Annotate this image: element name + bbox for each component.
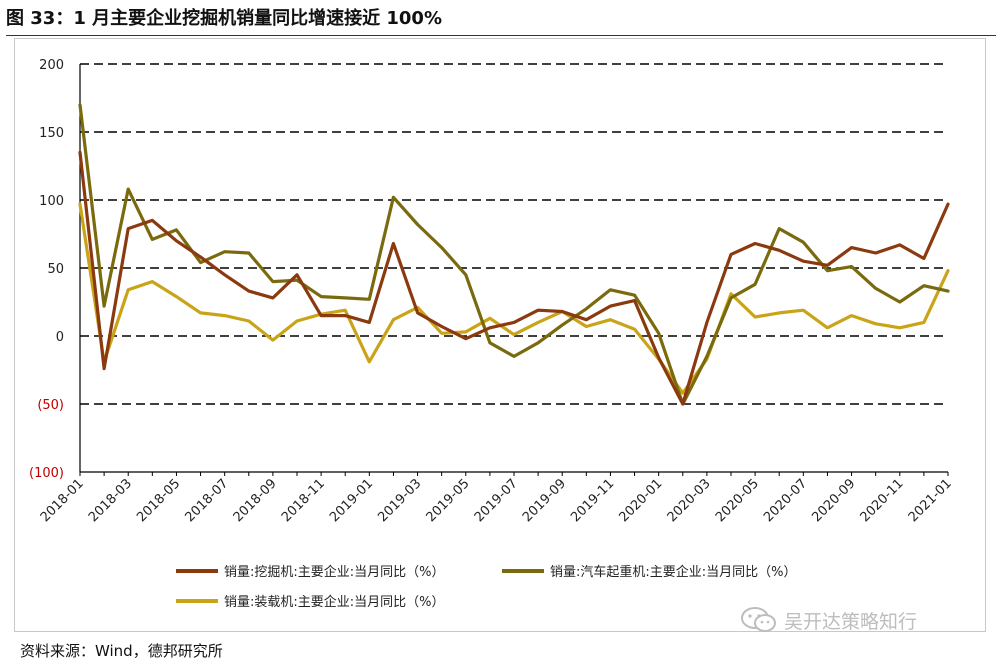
- x-tick-label: 2018-11: [279, 476, 328, 525]
- y-tick-label: (100): [29, 466, 64, 481]
- title-divider: [6, 35, 996, 36]
- series-line-0: [78, 150, 950, 406]
- x-tick-label: 2018-03: [86, 476, 135, 525]
- y-tick-label: 200: [39, 58, 64, 73]
- x-tick-label: 2018-07: [182, 476, 231, 525]
- y-tick-label: 50: [47, 262, 64, 277]
- source-note: 资料来源：Wind，德邦研究所: [20, 642, 223, 660]
- x-tick-label: 2020-05: [713, 476, 762, 525]
- x-tick-label: 2020-03: [665, 476, 714, 525]
- grid-layer: [80, 63, 948, 405]
- series-line-1: [78, 103, 950, 406]
- x-tick-label: 2020-11: [858, 476, 907, 525]
- series-line-2: [78, 202, 950, 395]
- legend-swatch: [176, 598, 218, 603]
- x-tick-label: 2019-05: [424, 476, 473, 525]
- legend-item-excavator: 销量:挖掘机:主要企业:当月同比（%）: [176, 561, 445, 580]
- x-tick-label: 2020-07: [761, 476, 810, 525]
- chart-frame: [14, 38, 986, 632]
- watermark-text: 吴开达策略知行: [784, 610, 918, 633]
- x-tick-label: 2020-09: [809, 476, 858, 525]
- watermark: 吴开达策略知行: [740, 606, 917, 634]
- chart-title: 图 33：1 月主要企业挖掘机销量同比增速接近 100%: [6, 8, 442, 29]
- legend-label: 销量:装载机:主要企业:当月同比（%）: [224, 595, 445, 610]
- x-tick-label: 2019-01: [327, 476, 376, 525]
- x-tick-label: 2019-09: [520, 476, 569, 525]
- legend-swatch: [176, 568, 218, 573]
- y-tick-label: 150: [39, 126, 64, 141]
- x-tick-label: 2019-11: [568, 476, 617, 525]
- legend-swatch: [502, 568, 544, 573]
- y-tick-label: 100: [39, 194, 64, 209]
- y-tick-label: 0: [56, 330, 64, 345]
- series-layer: [78, 103, 950, 406]
- x-tick-label: 2018-05: [134, 476, 183, 525]
- x-tick-label: 2021-01: [906, 476, 955, 525]
- x-tick-label: 2019-03: [375, 476, 424, 525]
- legend-label: 销量:挖掘机:主要企业:当月同比（%）: [224, 565, 445, 580]
- x-tick-label: 2018-01: [38, 476, 87, 525]
- x-tick-label: 2019-07: [472, 476, 521, 525]
- x-tick-label: 2020-01: [616, 476, 665, 525]
- legend-item-loader: 销量:装载机:主要企业:当月同比（%）: [176, 591, 445, 610]
- y-tick-label: (50): [37, 398, 64, 413]
- legend-item-truck-crane: 销量:汽车起重机:主要企业:当月同比（%）: [502, 561, 797, 580]
- wechat-icon: [741, 607, 776, 632]
- x-tick-label: 2018-09: [231, 476, 280, 525]
- legend-label: 销量:汽车起重机:主要企业:当月同比（%）: [550, 565, 797, 580]
